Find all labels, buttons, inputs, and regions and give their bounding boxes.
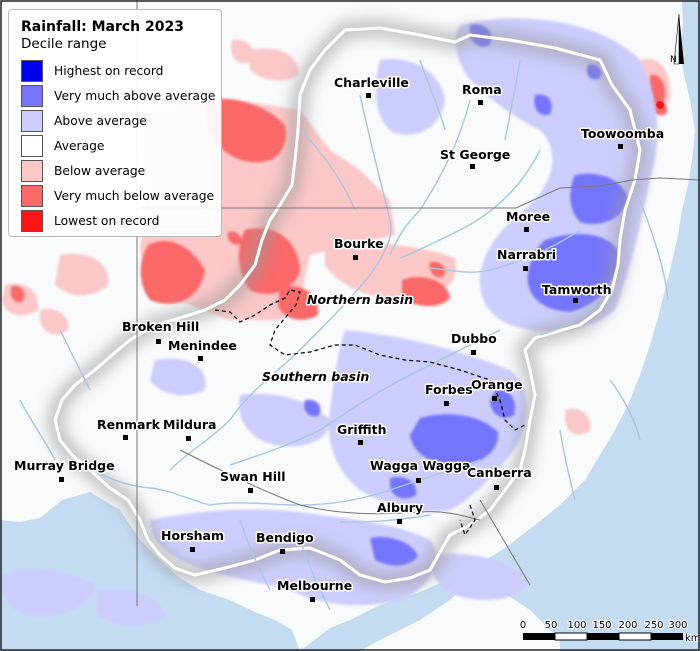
svg-text:Orange: Orange [471, 377, 523, 392]
town-griffith: Griffith [336, 421, 388, 445]
svg-text:Roma: Roma [462, 82, 502, 97]
svg-text:Menindee: Menindee [168, 338, 237, 353]
legend-item-very-much-above: Very much above average [21, 83, 215, 108]
northern-basin-label: Northern basin [307, 292, 413, 307]
legend-item-lowest: Lowest on record [21, 208, 211, 233]
svg-text:Bourke: Bourke [334, 236, 384, 251]
town-albury: Albury [376, 499, 425, 524]
scale-tick-300: 300 [668, 620, 687, 631]
svg-text:Tamworth: Tamworth [542, 282, 612, 297]
legend-label: Very much above average [54, 88, 216, 103]
towns: Charleville Roma Toowoomba St George Mor… [13, 74, 666, 602]
svg-text:Bendigo: Bendigo [256, 530, 314, 545]
town-charleville: Charleville [333, 74, 410, 98]
svg-text:Melbourne: Melbourne [277, 578, 352, 593]
scale-tick-150: 150 [592, 620, 611, 631]
legend-label: Above average [54, 113, 147, 128]
legend: Rainfall: March 2023 Decile range Highes… [8, 9, 222, 237]
town-tamworth: Tamworth [541, 281, 613, 303]
legend-item-average: Average [21, 133, 211, 158]
north-label: N [670, 55, 677, 65]
rivers [19, 59, 669, 611]
town-bendigo: Bendigo [255, 529, 316, 554]
svg-text:Dubbo: Dubbo [451, 331, 497, 346]
town-horsham: Horsham [160, 527, 226, 552]
town-murray-bridge: Murray Bridge [13, 457, 116, 482]
legend-swatch-above [21, 109, 43, 132]
southern-basin-label: Southern basin [262, 369, 369, 384]
svg-text:Griffith: Griffith [337, 422, 387, 437]
scale-tick-50: 50 [545, 620, 558, 631]
legend-label: Below average [54, 163, 146, 178]
svg-text:Mildura: Mildura [163, 417, 216, 432]
legend-title: Rainfall: March 2023 [21, 19, 184, 35]
north-arrow-icon [679, 14, 684, 64]
svg-text:Albury: Albury [377, 500, 423, 515]
basin-divider [214, 289, 526, 431]
svg-text:Moree: Moree [506, 209, 550, 224]
legend-swatch-very-much-above [21, 84, 43, 107]
act-border [459, 504, 476, 537]
ocean-south [0, 492, 300, 651]
scale-tick-200: 200 [618, 620, 637, 631]
town-dubbo: Dubbo [450, 330, 499, 355]
legend-label: Very much below average [54, 188, 215, 203]
svg-text:Canberra: Canberra [467, 465, 532, 480]
legend-label: Average [54, 138, 105, 153]
svg-text:Horsham: Horsham [161, 528, 224, 543]
legend-swatch-highest [21, 59, 43, 82]
town-melbourne: Melbourne [276, 577, 354, 602]
svg-text:Renmark: Renmark [97, 417, 161, 432]
svg-text:Narrabri: Narrabri [497, 247, 556, 262]
svg-text:St George: St George [440, 147, 510, 162]
scale-tick-100: 100 [567, 620, 586, 631]
town-bourke: Bourke [333, 235, 385, 260]
legend-label: Lowest on record [54, 213, 160, 228]
legend-swatch-below [21, 159, 43, 182]
town-wagga-wagga: Wagga Wagga [369, 457, 472, 483]
svg-text:Charleville: Charleville [334, 75, 409, 90]
town-narrabri: Narrabri [496, 246, 558, 271]
town-orange: Orange [470, 376, 524, 401]
town-menindee: Menindee [167, 337, 238, 361]
legend-item-below: Below average [21, 158, 211, 183]
town-canberra: Canberra [466, 464, 533, 490]
scale-bar: 0 50 100 150 200 250 300 km [519, 619, 700, 645]
town-mildura: Mildura [162, 416, 218, 441]
legend-label: Highest on record [54, 63, 164, 78]
svg-text:Toowoomba: Toowoomba [581, 126, 664, 141]
very-much-above-average-areas [304, 24, 628, 566]
basin-area [53, 26, 642, 584]
svg-text:Broken Hill: Broken Hill [122, 319, 199, 334]
legend-item-very-much-below: Very much below average [21, 183, 215, 208]
legend-item-above: Above average [21, 108, 211, 133]
north-arrow: N [670, 13, 684, 65]
town-renmark: Renmark [96, 416, 162, 440]
svg-text:Forbes: Forbes [425, 382, 473, 397]
town-forbes: Forbes [424, 381, 474, 406]
svg-text:Wagga Wagga: Wagga Wagga [370, 458, 471, 473]
town-toowoomba: Toowoomba [580, 125, 666, 149]
legend-subtitle: Decile range [21, 36, 107, 52]
town-broken-hill: Broken Hill [121, 318, 201, 344]
legend-item-highest: Highest on record [21, 58, 211, 83]
town-moree: Moree [505, 208, 552, 232]
svg-text:Murray Bridge: Murray Bridge [14, 458, 115, 473]
scale-unit: km [685, 633, 700, 644]
legend-swatch-average [21, 134, 43, 157]
svg-text:Swan Hill: Swan Hill [220, 469, 286, 484]
lowest-on-record-areas [656, 101, 664, 109]
legend-swatch-lowest [21, 209, 43, 232]
legend-swatch-very-much-below [21, 184, 43, 207]
town-st-george: St George [439, 146, 512, 169]
town-roma: Roma [461, 81, 503, 105]
ocean-east [300, 0, 700, 651]
scale-tick-0: 0 [520, 620, 526, 631]
scale-tick-250: 250 [644, 620, 663, 631]
town-swan-hill: Swan Hill [219, 468, 287, 493]
